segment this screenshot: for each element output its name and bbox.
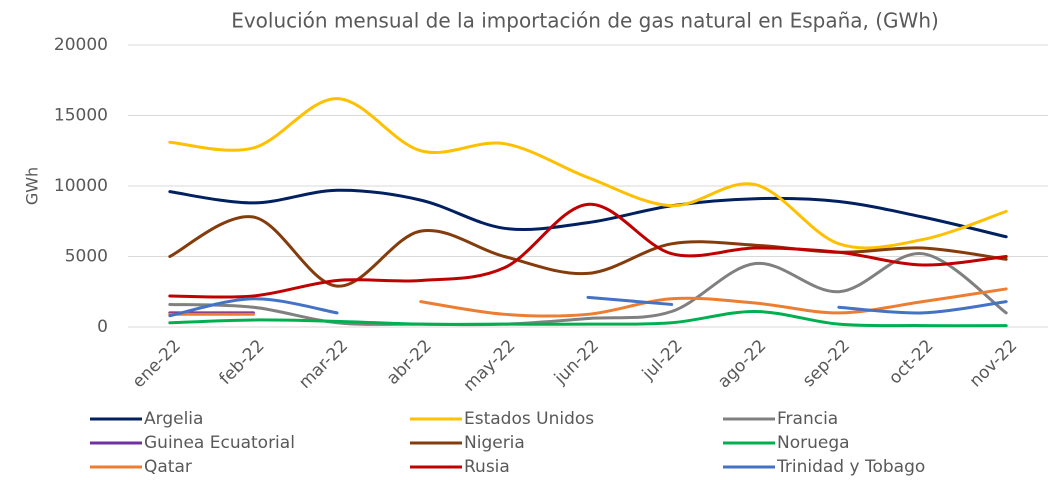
x-tick-label: nov-22 [966, 336, 1022, 392]
legend-label: Trinidad y Tobago [776, 457, 925, 477]
y-tick-label: 5000 [65, 247, 108, 267]
legend-label: Qatar [144, 457, 192, 477]
series-line [168, 215, 1008, 288]
legend-label: Noruega [777, 433, 850, 453]
x-tick-label: abr-22 [383, 336, 436, 389]
legend-label: Estados Unidos [464, 409, 594, 429]
series-line [168, 309, 1008, 328]
y-tick-label: 20000 [54, 35, 108, 55]
x-tick-label: ago-22 [714, 336, 770, 392]
y-tick-label: 15000 [54, 106, 108, 126]
series-line [168, 295, 1008, 318]
legend-label: Rusia [464, 457, 510, 477]
chart-title: Evolución mensual de la importación de g… [231, 9, 939, 33]
legend-label: Argelia [144, 409, 203, 429]
x-tick-label: jul-22 [638, 336, 687, 385]
legend-label: Guinea Ecuatorial [144, 433, 295, 453]
series-line [168, 202, 1008, 299]
legend-label: Francia [777, 409, 838, 429]
series-line [168, 97, 1008, 250]
x-tick-label: sep-22 [799, 336, 854, 391]
x-tick-label: may-22 [460, 336, 520, 396]
x-tick-label: ene-22 [129, 336, 185, 392]
x-tick-label: mar-22 [295, 336, 352, 393]
x-tick-label: feb-22 [215, 336, 268, 389]
legend-label: Nigeria [464, 433, 525, 453]
y-tick-label: 10000 [54, 176, 108, 196]
y-tick-label: 0 [97, 317, 108, 337]
x-tick-label: jun-22 [550, 336, 603, 389]
series-line [168, 188, 1008, 239]
x-tick-label: oct-22 [885, 336, 937, 388]
y-axis-label: GWh [23, 167, 42, 205]
